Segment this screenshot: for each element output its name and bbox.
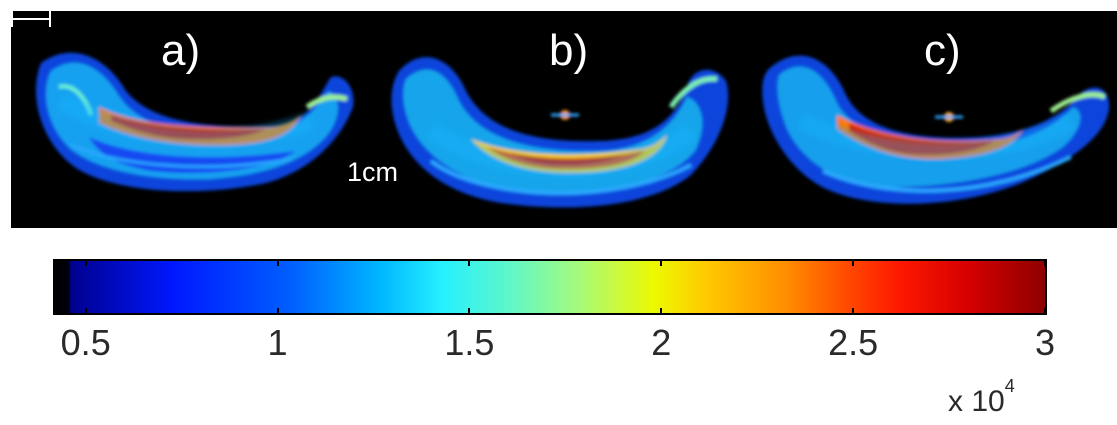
colorbar-tick-bottom	[276, 308, 279, 315]
colorbar-tick-bottom	[84, 308, 87, 315]
colorbar-tick-bottom	[1044, 308, 1046, 315]
colorbar-tick-label: 3	[1034, 322, 1056, 363]
colorbar-tick-top	[852, 259, 855, 266]
colorbar-tick-label: 2	[651, 322, 672, 363]
colorbar-exponent: x 104	[948, 377, 1015, 418]
colorbar-tick-bottom	[468, 308, 471, 315]
colorbar-tick-top	[276, 259, 279, 266]
exponent-prefix: x 10	[948, 385, 1005, 418]
colorbar-tick-bottom	[852, 308, 855, 315]
panel-label-a: a)	[161, 26, 201, 75]
scale-bar-label: 1cm	[347, 157, 399, 187]
scale-bar	[11, 11, 51, 27]
image-canvas	[35, 52, 1110, 208]
panel-label-b: b)	[549, 26, 589, 75]
colorbar-tick-top	[84, 259, 87, 266]
colorbar	[53, 259, 1047, 315]
colorbar-tick-label: 0.5	[60, 322, 111, 363]
colorbar-tick-label: 1	[267, 322, 288, 363]
colorbar-tick-top	[1044, 259, 1046, 266]
colorbar-tick-bottom	[660, 308, 663, 315]
colorbar-tick-top	[660, 259, 663, 266]
colorbar-tick-label: 2.5	[828, 322, 879, 363]
colorbar-tick-top	[468, 259, 471, 266]
image-panel: a) b) c) 1cm	[11, 11, 1117, 228]
exponent-power: 4	[1004, 376, 1015, 396]
colorbar-tick-label: 1.5	[444, 322, 495, 363]
panel-label-c: c)	[924, 26, 961, 75]
